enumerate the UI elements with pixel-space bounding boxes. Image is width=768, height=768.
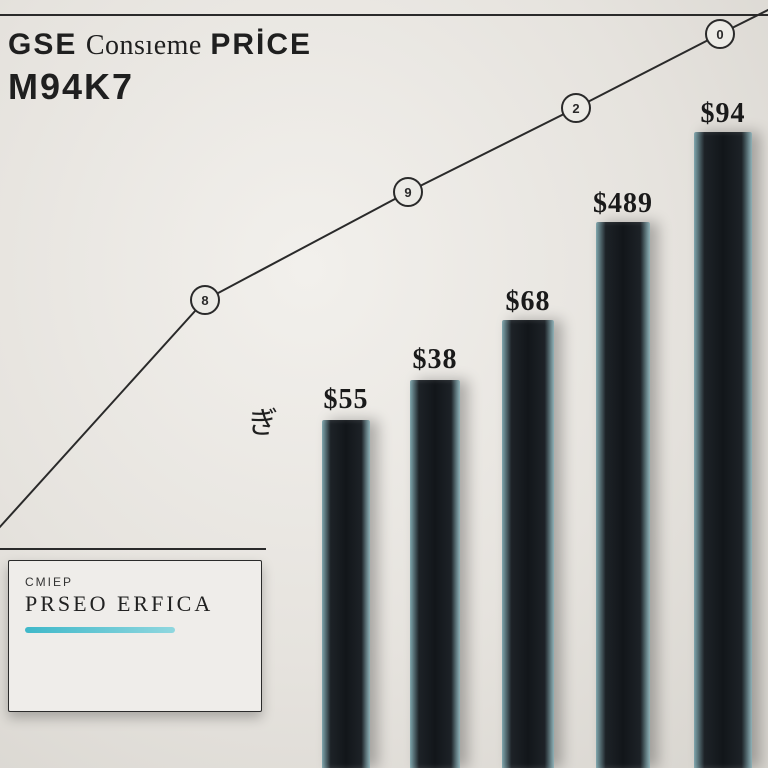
title-word-3: PRİCE <box>210 28 312 61</box>
bar-value-label: $68 <box>483 286 573 318</box>
line-node: 8 <box>190 285 220 315</box>
chart-stage: GSE Consıeme PRİCE M94K7 $55 $38$68 $489 $9… <box>0 0 768 768</box>
legend-small-label: CMIEP <box>25 575 243 589</box>
bar-value-label: $55 <box>301 384 391 416</box>
bar <box>322 420 370 768</box>
legend-card: ⫴ CMIEP PRSEO ERFICA <box>8 560 262 712</box>
title-word-2: Consıeme <box>86 30 202 61</box>
bar-value-label: $38 <box>390 344 480 376</box>
bar <box>502 320 554 768</box>
bar <box>596 222 650 768</box>
bar <box>694 132 752 768</box>
line-node: 2 <box>561 93 591 123</box>
bar-value-label: $94 <box>678 98 768 130</box>
title-word-1: GSE <box>8 28 77 61</box>
line-node: 0 <box>705 19 735 49</box>
bar <box>410 380 460 768</box>
legend-top-rule <box>0 548 266 550</box>
top-rule <box>0 14 768 16</box>
decorative-glyph-icon: ぎ <box>248 398 278 442</box>
title-line-2: M94K7 <box>8 66 134 108</box>
bar-value-label: $489 <box>578 188 668 220</box>
title-line-1: GSE Consıeme PRİCE <box>8 28 312 62</box>
line-node: 9 <box>393 177 423 207</box>
legend-big-label: PRSEO ERFICA <box>25 591 243 617</box>
legend-swatch <box>25 627 175 633</box>
